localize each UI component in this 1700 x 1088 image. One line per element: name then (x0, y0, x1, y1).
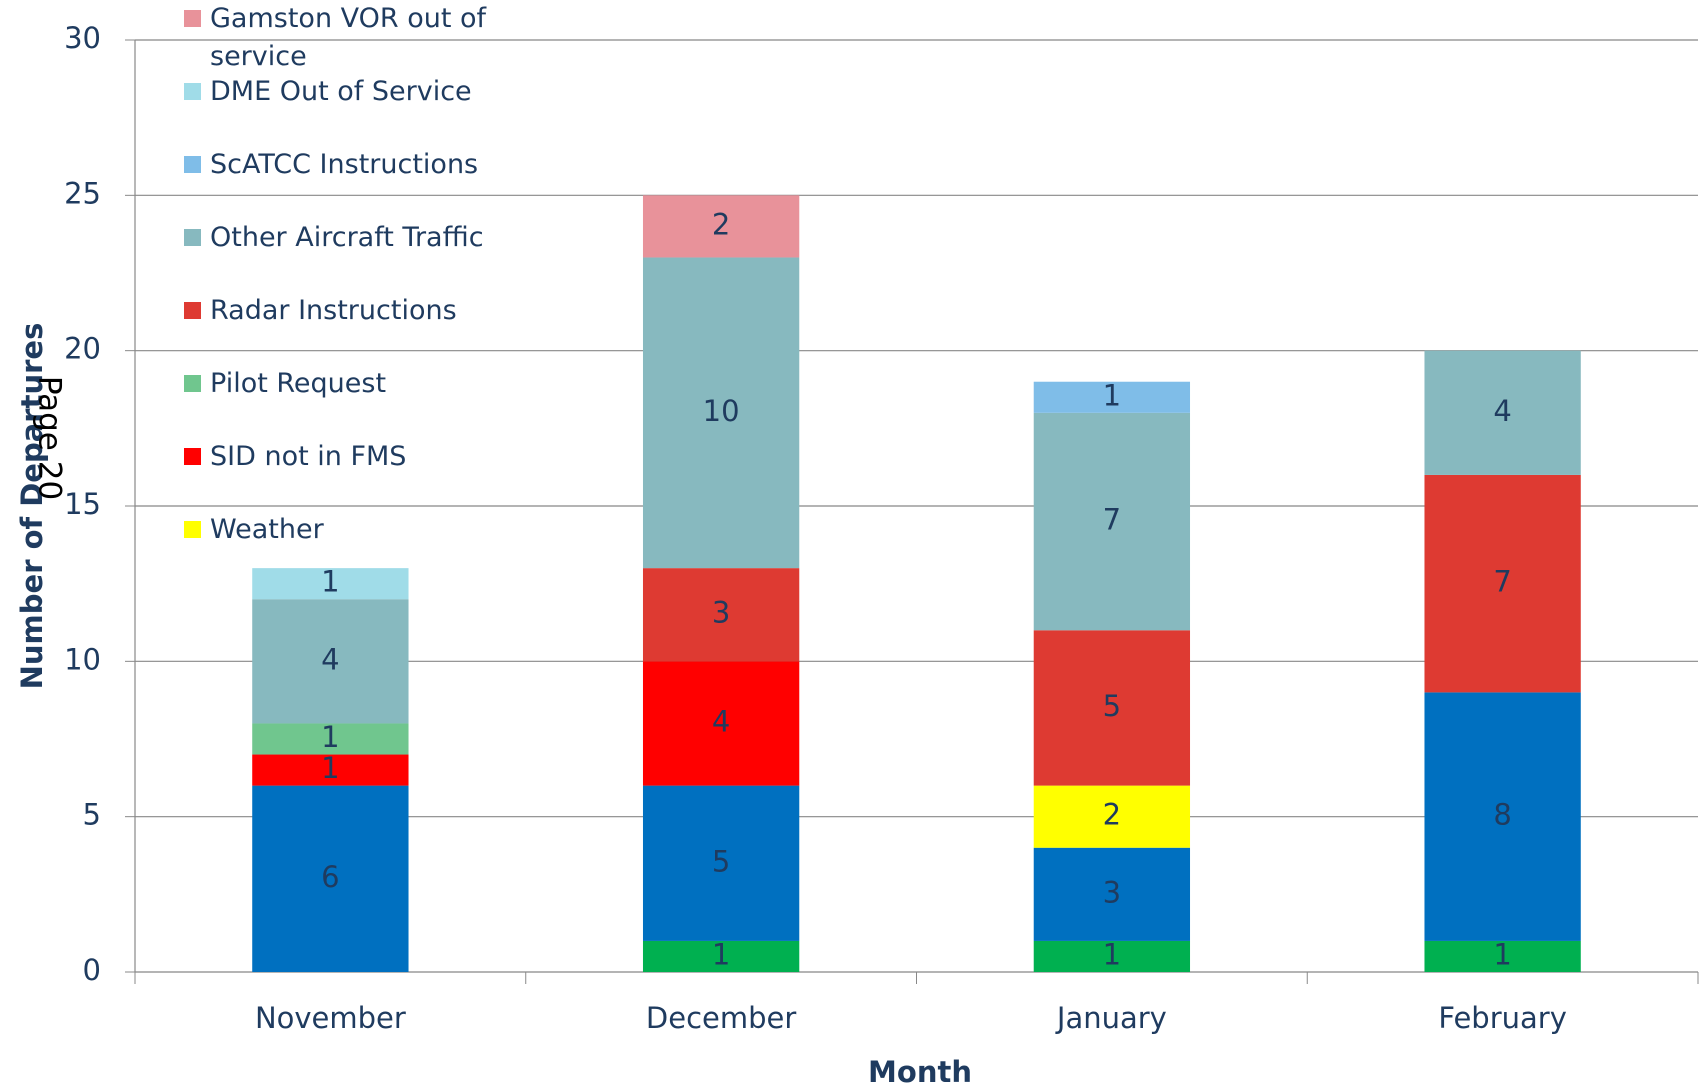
legend-swatch (184, 375, 201, 392)
y-axis-title: Number of Departures (15, 323, 49, 690)
bar-segment (1424, 940, 1581, 972)
data-label: 2 (712, 207, 730, 241)
legend-label: DME Out of Service (210, 76, 472, 107)
data-label: 10 (703, 394, 740, 428)
bar-segment (642, 195, 800, 258)
y-tick-label: 30 (64, 21, 101, 55)
legend-item: ScATCC Instructions (184, 146, 494, 184)
bar-segment (642, 568, 800, 662)
data-label: 1 (712, 937, 730, 971)
bar-segment (1424, 474, 1581, 693)
data-label: 5 (712, 844, 730, 878)
bar-segment (252, 754, 409, 786)
data-label: 6 (321, 860, 339, 894)
bar-segment (252, 568, 409, 600)
legend-item: DME Out of Service (184, 73, 494, 111)
legend-label: SID not in FMS (210, 441, 407, 472)
x-tick-label: January (1055, 1001, 1167, 1035)
bar-segment (642, 257, 800, 569)
y-tick-label: 25 (64, 176, 101, 210)
y-tick-label: 0 (83, 953, 101, 987)
data-label: 1 (321, 565, 339, 599)
bar-segment (1033, 785, 1191, 848)
bar-segment (1033, 630, 1191, 786)
x-axis-title: Month (868, 1055, 972, 1088)
bar-segment (252, 723, 409, 755)
x-tick-label: November (255, 1001, 406, 1035)
data-label: 1 (321, 751, 339, 785)
bar-segment (1424, 692, 1581, 941)
x-tick-label: February (1438, 1001, 1567, 1035)
bar-segment (1033, 847, 1191, 941)
data-label: 4 (712, 704, 730, 738)
legend-label: Radar Instructions (210, 295, 457, 326)
legend-label: Gamston VOR out of service (210, 3, 487, 72)
legend-item: Weather (184, 511, 494, 549)
data-label: 1 (321, 720, 339, 754)
data-label: 1 (1493, 937, 1511, 971)
y-tick-label: 20 (64, 332, 101, 366)
data-label: 3 (712, 596, 730, 630)
legend-swatch (184, 229, 201, 246)
data-label: 8 (1493, 798, 1511, 832)
bar-segment (252, 785, 409, 972)
data-label: 4 (1493, 394, 1511, 428)
legend-swatch (184, 521, 201, 538)
bar-segment (642, 940, 800, 972)
y-tick-label: 10 (64, 642, 101, 676)
legend-label: Pilot Request (210, 368, 387, 399)
legend-swatch (184, 448, 201, 465)
bar-segment (1033, 381, 1191, 413)
legend-swatch (184, 83, 201, 100)
legend-item: Pilot Request (184, 365, 494, 403)
data-label: 7 (1103, 503, 1121, 537)
legend-item: SID not in FMS (184, 438, 494, 476)
legend-swatch (184, 156, 201, 173)
data-label: 3 (1103, 875, 1121, 909)
x-tick-label: December (646, 1001, 796, 1035)
bar-segment (1424, 350, 1581, 475)
data-label: 1 (1103, 378, 1121, 412)
legend-label: Other Aircraft Traffic (210, 222, 484, 253)
data-label: 7 (1493, 565, 1511, 599)
y-tick-label: 15 (64, 487, 101, 521)
bar-segment (642, 785, 800, 941)
data-label: 1 (1103, 937, 1121, 971)
legend-label: Weather (210, 514, 324, 545)
data-label: 4 (321, 642, 339, 676)
legend-item: Radar Instructions (184, 292, 494, 330)
legend-item: Gamston VOR out of service (184, 0, 494, 76)
page-label: Page 20 (32, 376, 68, 500)
legend-swatch (184, 10, 201, 27)
bar-segment (252, 599, 409, 724)
bar-segment (1033, 940, 1191, 972)
data-label: 5 (1103, 689, 1121, 723)
data-label: 2 (1103, 798, 1121, 832)
bar-segment (642, 661, 800, 786)
bar-segment (1033, 412, 1191, 631)
legend-item: Other Aircraft Traffic (184, 219, 494, 257)
legend-swatch (184, 302, 201, 319)
legend-label: ScATCC Instructions (210, 149, 479, 180)
y-tick-label: 5 (83, 798, 101, 832)
